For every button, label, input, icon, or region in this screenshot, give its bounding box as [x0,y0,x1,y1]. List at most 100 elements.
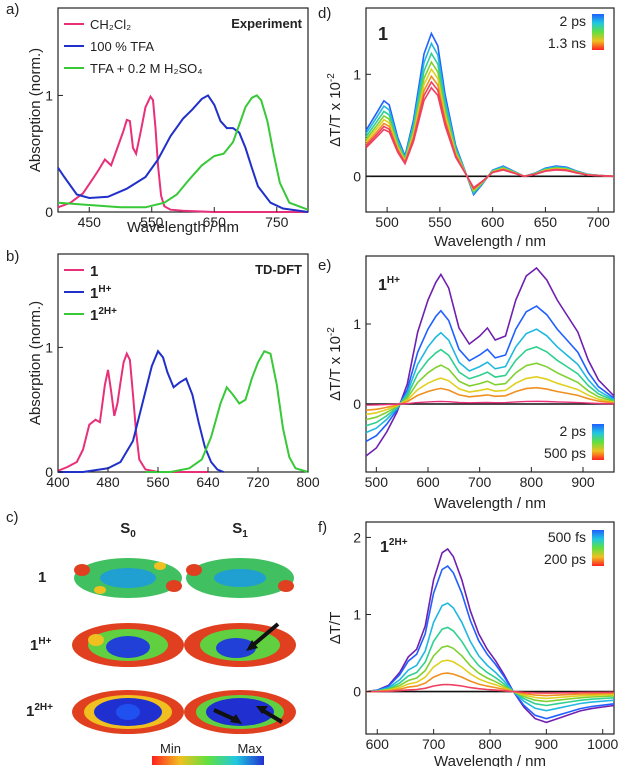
series-line-2 [145,349,309,473]
y-tick-label: 1 [353,316,361,332]
panel-e-annotation-sup: H+ [387,275,400,286]
x-tick-label: 900 [535,736,559,752]
x-tick-label: 1000 [587,736,618,752]
legend-label-1h-name: 1 [90,285,98,302]
legend-label-1: 1 [90,263,98,280]
series-line-1 [58,349,224,473]
y-tick-label: 2 [353,529,361,545]
panel-d: d) 1 2 ps 1.3 ns 500 550 600 650 700 01 Wave… [318,5,615,250]
panel-e-annotation-name: 1 [378,277,387,294]
transient-spectrum-1 [365,41,615,195]
colorbar-max-label: Max [237,741,262,756]
panel-f-xticks: 600 700 800 900 1000 [366,729,619,752]
transient-spectrum-late [365,400,615,406]
x-tick-label: 900 [571,474,595,490]
panel-d-xticks: 500 550 600 650 700 [375,207,610,230]
panel-a-plot-area [57,7,309,213]
transient-spectrum-7 [365,683,615,694]
x-tick-label: 800 [478,736,502,752]
panel-d-label: d) [318,5,331,22]
panel-d-plot-area [365,7,615,213]
x-tick-label: 720 [246,474,270,490]
panel-b-label: b) [6,248,19,265]
transient-spectrum-2 [365,328,615,434]
legend-label-1h: 1H+ [90,284,112,302]
panel-e-yticks: 01 [353,316,371,412]
panel-f-legend-gradient [592,530,604,566]
column-header-s0-name: S [120,520,130,537]
panel-f-yticks: 0 1 2 [353,529,371,700]
panel-f-ylabel: ΔT/T [327,612,344,645]
panel-b-annotation: TD-DFT [255,262,302,277]
panel-d-legend-bottom: 1.3 ns [548,35,586,51]
legend-label-12h-sup: 2H+ [98,306,117,317]
legend-label-1h-sup: H+ [98,284,111,295]
legend-label-tfa-h2so4: TFA + 0.2 M H₂SO₄ [90,61,203,76]
colorbar [152,756,264,765]
panel-b-yticks: 01 [45,339,63,480]
panel-c-label: c) [6,509,19,526]
transient-spectrum-2 [365,602,615,712]
legend-label-12h: 12H+ [90,306,117,324]
y-tick-label: 0 [353,168,361,184]
panel-c: c) S0 S1 1 1H+ 12H+ [6,509,296,765]
panel-a-xlabel: Wavelength / nm [127,219,239,236]
column-header-s1-name: S [232,520,242,537]
transition-arrow-icon [250,622,280,648]
arrow-head-left-icon [230,714,242,724]
x-tick-label: 700 [422,736,446,752]
esp-map-12h-s0 [72,690,184,734]
y-tick-label: 1 [353,607,361,623]
panel-e-ylabel-main: ΔT/T x 10 [327,336,344,401]
transient-spectrum-5 [365,375,615,416]
y-tick-label: 1 [45,339,53,355]
panel-b-ylabel: Absorption (norm.) [27,301,44,425]
panel-e: e) 1H+ 2 ps 500 ps 500 600 700 800 900 01 Wa… [318,255,615,512]
arrow-head-icon [246,640,258,651]
panel-a-xticks: 450 550 650 750 [78,207,289,230]
panel-f-series [365,547,615,724]
legend-label-1-name: 1 [90,263,98,280]
transient-spectrum-1 [365,305,615,443]
x-tick-label: 650 [534,214,558,230]
panel-d-xlabel: Wavelength / nm [434,233,546,250]
transient-spectrum-6 [365,672,615,697]
panel-b-xticks: 400 480 560 640 720 800 [46,467,320,490]
x-tick-label: 640 [196,474,220,490]
panel-d-legend-top: 2 ps [560,13,586,29]
x-tick-label: 800 [296,474,320,490]
legend-label-tfa: 100 % TFA [90,39,154,54]
esp-map-12h-s1 [184,690,296,734]
series-line-0 [57,351,208,473]
row-label-1h-name: 1 [30,637,38,654]
panel-e-series [365,266,615,457]
panel-f: f) 12H+ 500 fs 200 ps 600 700 800 900 1000 0… [318,519,619,767]
series-line-1 [57,94,309,213]
row-label-1h-sup: H+ [38,636,51,647]
y-tick-label: 1 [353,66,361,82]
transient-spectrum-5 [365,659,615,700]
panel-a-legend: CH₂Cl₂ 100 % TFA TFA + 0.2 M H₂SO₄ [64,17,203,76]
panel-e-ylabel-sup: -2 [326,327,337,336]
panel-d-series [365,31,615,197]
panel-e-legend-bottom: 500 ps [544,445,586,461]
esp-map-1-s0 [74,558,182,598]
panel-e-annotation: 1H+ [378,275,400,294]
x-tick-label: 450 [78,214,102,230]
panel-a-annotation: Experiment [231,16,302,31]
panel-f-annotation-name: 1 [380,539,389,556]
esp-map-1h-s0 [72,623,184,667]
panel-a-ylabel: Absorption (norm.) [27,48,44,172]
panel-f-annotation-sup: 2H+ [389,537,408,548]
row-label-12h-sup: 2H+ [34,702,53,713]
transient-spectrum-3 [365,626,615,707]
panel-a-series [57,94,309,213]
x-tick-label: 500 [365,474,389,490]
transient-spectrum-7 [365,86,615,189]
transient-spectrum-0 [365,547,615,724]
x-tick-label: 600 [366,736,390,752]
legend-label-ch2cl2: CH₂Cl₂ [90,17,131,32]
transient-spectrum-0 [365,31,615,197]
row-label-12h: 12H+ [26,702,53,720]
